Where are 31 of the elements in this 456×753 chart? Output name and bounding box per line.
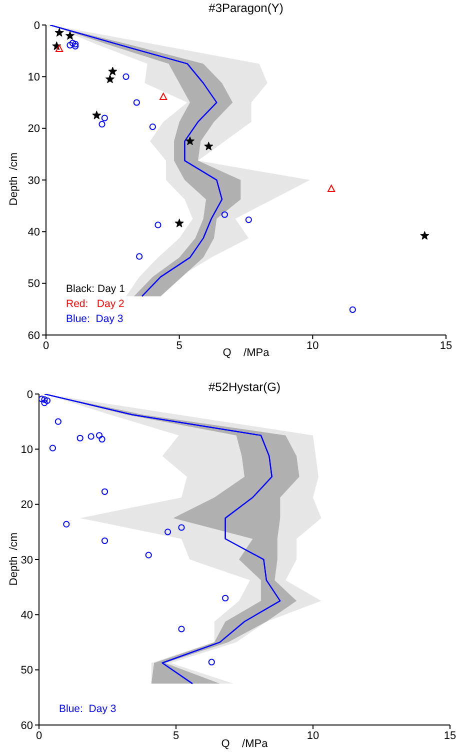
x-tick-label: 0 — [42, 340, 50, 352]
x-tick-label: 15 — [440, 340, 452, 352]
x-tick-label: 10 — [306, 340, 319, 352]
y-axis-title: Depth /cm — [8, 530, 20, 588]
y-tick-label: 10 — [20, 444, 33, 456]
x-axis-title: Q /MPa — [222, 347, 270, 359]
y-tick-label: 40 — [20, 610, 33, 622]
x-tick-label: 10 — [306, 730, 320, 742]
x-tick-label: 5 — [172, 730, 180, 742]
y-tick-label: 30 — [28, 174, 40, 187]
y-tick-label: 50 — [20, 664, 33, 677]
y-tick-label: 0 — [26, 388, 33, 401]
y-tick-label: 60 — [28, 330, 40, 342]
y-tick-label: 10 — [28, 72, 40, 84]
y-tick-label: 50 — [28, 278, 40, 290]
chart-title: #52Hystar(G) — [207, 380, 282, 394]
y-tick-label: 20 — [20, 499, 33, 512]
x-tick-label: 15 — [444, 730, 456, 742]
text: Black: Day 1 — [66, 282, 125, 297]
text: Red: Day 2 — [66, 297, 125, 312]
text: Blue: Day 3 — [59, 702, 116, 717]
y-tick-label: 20 — [28, 123, 40, 136]
y-axis-title: Depth /cm — [8, 151, 20, 208]
y-tick-label: 40 — [28, 226, 40, 239]
chart-title: #3Paragon(Y) — [208, 1, 284, 15]
y-tick-label: 0 — [34, 20, 40, 32]
text: Blue: Day 3 — [66, 312, 124, 327]
x-axis-title: Q /MPa — [221, 738, 268, 750]
y-tick-label: 30 — [20, 554, 33, 566]
y-tick-label: 60 — [20, 720, 33, 732]
x-tick-label: 5 — [176, 340, 182, 352]
